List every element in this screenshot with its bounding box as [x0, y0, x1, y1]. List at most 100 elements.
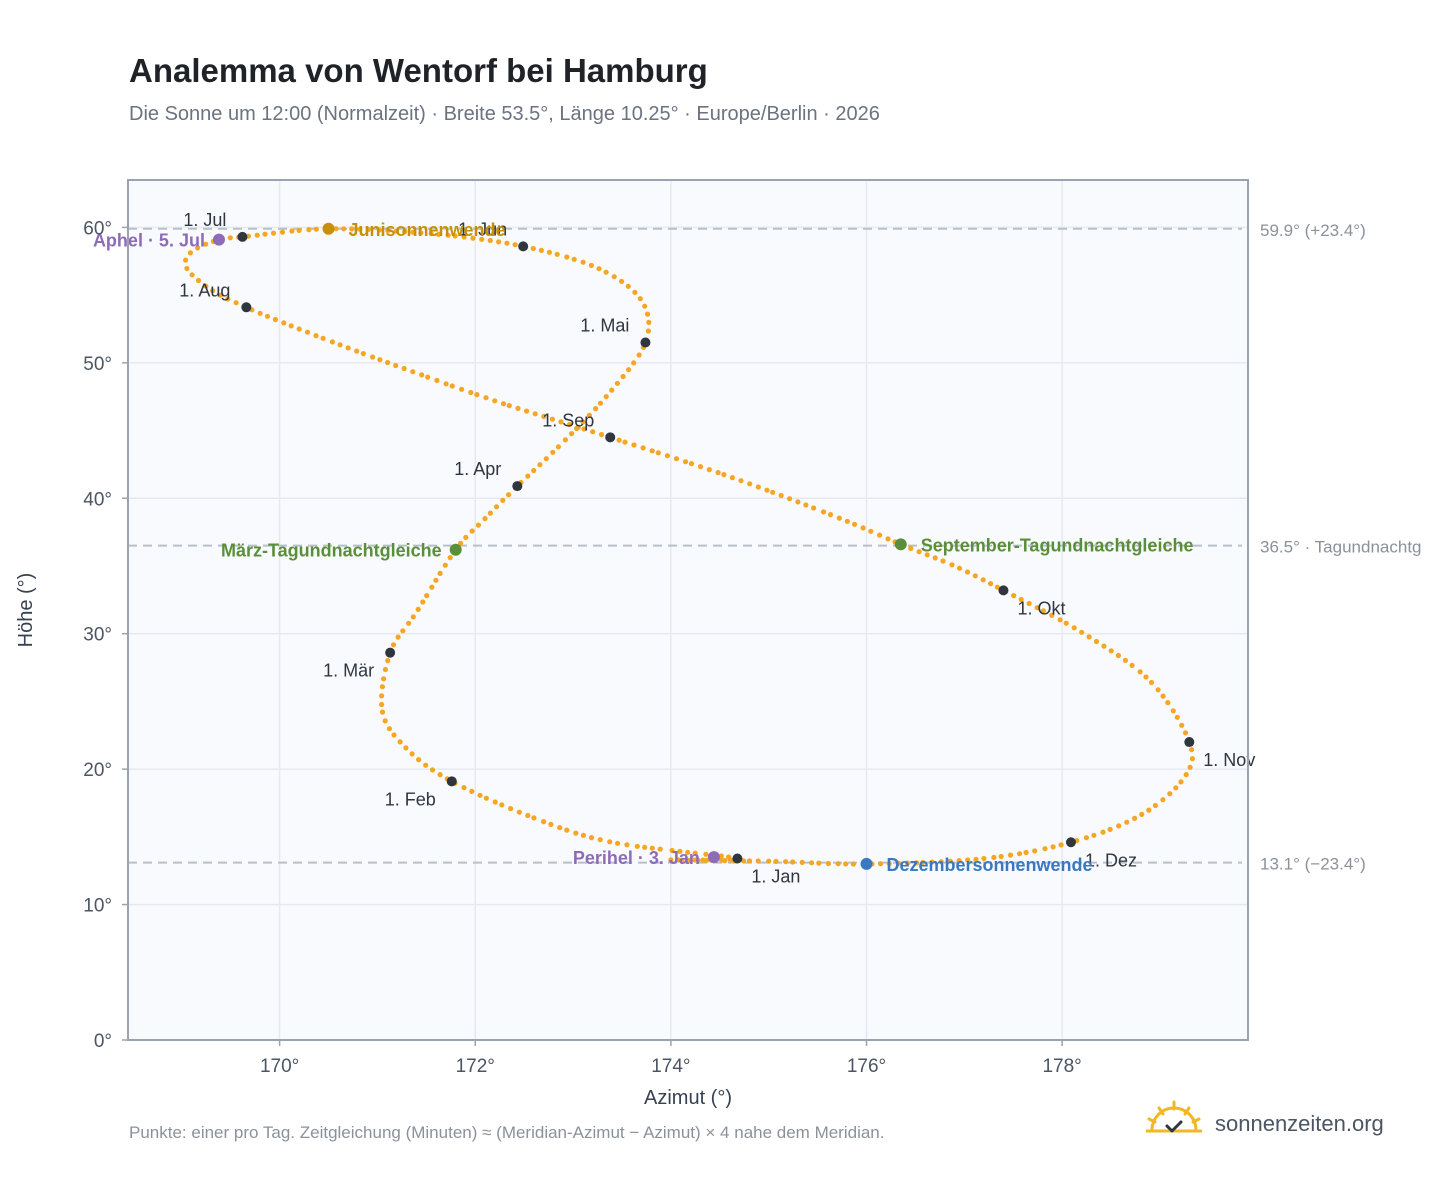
day-point — [1042, 846, 1048, 852]
day-point — [747, 481, 753, 487]
day-point — [370, 354, 376, 360]
day-point — [877, 532, 883, 538]
day-point — [500, 497, 506, 503]
day-point — [397, 739, 403, 745]
day-point — [357, 226, 363, 232]
day-point — [428, 231, 434, 237]
day-point — [512, 242, 518, 248]
day-point — [385, 359, 391, 366]
day-point — [492, 799, 498, 805]
day-point — [420, 599, 426, 605]
day-point — [809, 860, 815, 866]
day-point — [296, 227, 302, 233]
day-point — [704, 857, 710, 864]
day-point — [598, 431, 605, 438]
day-point — [1058, 842, 1064, 848]
event-label: September-Tagundnachtgleiche — [921, 535, 1194, 555]
day-point — [1016, 851, 1023, 857]
event-marker — [860, 857, 873, 870]
day-point — [1018, 596, 1024, 603]
day-point — [603, 269, 609, 275]
day-point — [588, 835, 595, 841]
day-point — [254, 232, 260, 238]
day-point — [515, 405, 521, 411]
day-point — [1034, 605, 1040, 611]
day-point — [655, 450, 661, 456]
day-point — [410, 614, 416, 620]
day-point — [1007, 852, 1014, 858]
y-tick-label: 10° — [83, 896, 112, 917]
day-point — [644, 311, 651, 317]
day-point — [1100, 829, 1106, 835]
day-point — [770, 489, 776, 495]
day-point — [803, 502, 809, 508]
day-point — [1050, 844, 1056, 850]
day-point — [203, 241, 209, 247]
day-point — [571, 256, 577, 262]
day-point — [755, 858, 761, 864]
day-point — [386, 726, 392, 732]
day-point — [932, 555, 938, 561]
day-point — [377, 357, 383, 363]
day-point — [395, 634, 401, 640]
day-point — [525, 812, 531, 819]
day-point — [868, 528, 874, 534]
day-point — [940, 558, 946, 564]
day-point — [916, 549, 922, 555]
brand[interactable]: sonnenzeiten.org — [1146, 1100, 1406, 1144]
day-point — [773, 858, 779, 865]
day-point — [281, 320, 287, 326]
day-point — [886, 860, 892, 867]
day-point — [611, 274, 617, 280]
day-point — [695, 857, 701, 864]
day-point — [217, 292, 223, 298]
day-point — [721, 472, 727, 478]
day-point — [938, 859, 944, 865]
day-point — [538, 247, 545, 253]
day-point — [787, 496, 793, 502]
day-point — [210, 288, 216, 294]
day-point — [288, 323, 294, 329]
day-point — [403, 745, 409, 751]
day-point — [964, 569, 971, 575]
day-point — [272, 316, 278, 323]
day-point — [646, 319, 652, 325]
day-point — [956, 858, 962, 864]
month-marker — [512, 481, 523, 492]
day-point — [929, 859, 935, 865]
month-marker — [237, 231, 248, 242]
month-marker — [732, 853, 743, 864]
day-point — [603, 394, 609, 400]
month-marker — [1184, 737, 1195, 748]
day-point — [443, 381, 449, 387]
day-point — [703, 851, 709, 857]
month-label: 1. Nov — [1203, 750, 1255, 770]
day-point — [795, 499, 801, 505]
day-point — [555, 444, 562, 450]
day-point — [669, 847, 675, 854]
day-point — [636, 352, 642, 358]
brand-name: sonnenzeiten.org — [1215, 1111, 1384, 1136]
day-point — [1148, 679, 1155, 686]
day-point — [1093, 638, 1100, 645]
day-point — [956, 565, 963, 571]
sun-logo-icon — [1146, 1100, 1202, 1133]
month-marker — [385, 647, 396, 658]
day-point — [634, 843, 640, 849]
day-point — [1132, 815, 1138, 822]
day-point — [825, 860, 832, 867]
day-point — [625, 283, 631, 289]
day-point — [187, 250, 193, 256]
day-point — [549, 416, 556, 422]
event-marker — [322, 222, 335, 235]
month-label: 1. Okt — [1017, 598, 1065, 618]
day-point — [904, 860, 911, 866]
day-point — [668, 857, 674, 863]
day-point — [1011, 593, 1017, 599]
day-point — [755, 484, 761, 490]
day-point — [616, 437, 622, 443]
month-markers: 1. Jan 1. Feb 1. Mär 1. Apr 1. Mai 1. Jun 1. J… — [179, 210, 1255, 887]
day-point — [642, 303, 648, 309]
day-point — [333, 226, 339, 232]
day-point — [778, 492, 784, 499]
